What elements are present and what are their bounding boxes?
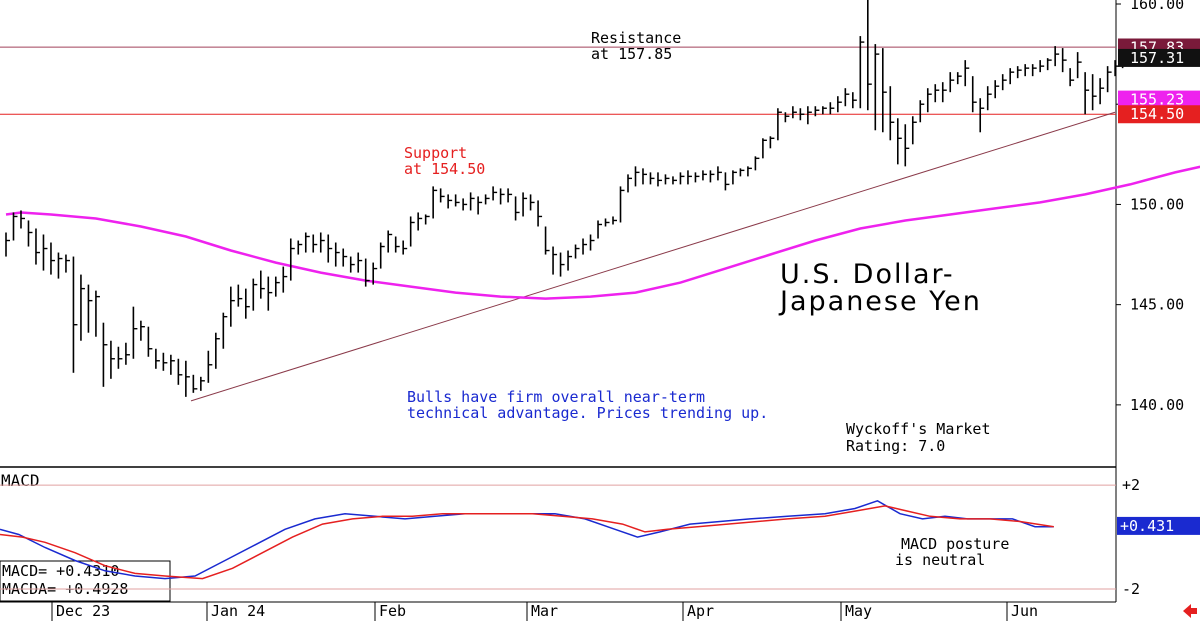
scroll-left-arrow-icon[interactable] (1183, 604, 1197, 618)
y-tick-label: 150.00 (1130, 195, 1184, 213)
x-tick-label: Feb (379, 602, 406, 620)
macd-y-tick-label: -2 (1122, 580, 1140, 598)
price-badge (1118, 105, 1200, 124)
x-tick-label: Mar (531, 602, 558, 620)
macd-badge (1117, 516, 1200, 535)
macd-readout-box (0, 560, 171, 602)
macd-readout-line: MACD= +0.4310 (2, 562, 119, 580)
resistance-annotation: Resistance at 157.85 (591, 29, 690, 63)
moving-average-line (5, 165, 1200, 300)
price-badge-label: 155.23 (1130, 91, 1184, 109)
support-annotation: Support at 154.50 (404, 144, 485, 178)
price-badge-label: 157.31 (1130, 49, 1184, 67)
macd-line (0, 499, 1054, 580)
macd-y-tick-label: +2 (1122, 476, 1140, 494)
x-tick-label: Apr (687, 602, 714, 620)
price-badge-label: 154.50 (1130, 105, 1184, 123)
x-tick-label: Dec 23 (56, 602, 110, 620)
x-tick-label: May (845, 602, 872, 620)
price-badge (1118, 48, 1200, 67)
chart-title: U.S. Dollar- (780, 259, 955, 290)
outlook-annotation: Bulls have firm overall near-term techni… (407, 388, 768, 422)
macda-line (0, 505, 1054, 580)
y-tick-label: 140.00 (1130, 396, 1184, 414)
chart-subtitle: Japanese Yen (778, 286, 982, 317)
price-badge (1118, 90, 1200, 109)
rating-annotation: Wyckoff's Market Rating: 7.0 (846, 420, 1000, 455)
x-tick-label: Jan 24 (211, 602, 265, 620)
macd-badge-label: +0.431 (1120, 517, 1174, 535)
x-tick-label: Jun (1011, 602, 1038, 620)
trendline (190, 111, 1116, 402)
y-tick-label: 160.00 (1130, 0, 1184, 13)
macd-annotation: MACD posture is neutral (895, 535, 1018, 569)
macd-panel-title: MACD (1, 471, 40, 490)
y-tick-label: 145.00 (1130, 296, 1184, 314)
